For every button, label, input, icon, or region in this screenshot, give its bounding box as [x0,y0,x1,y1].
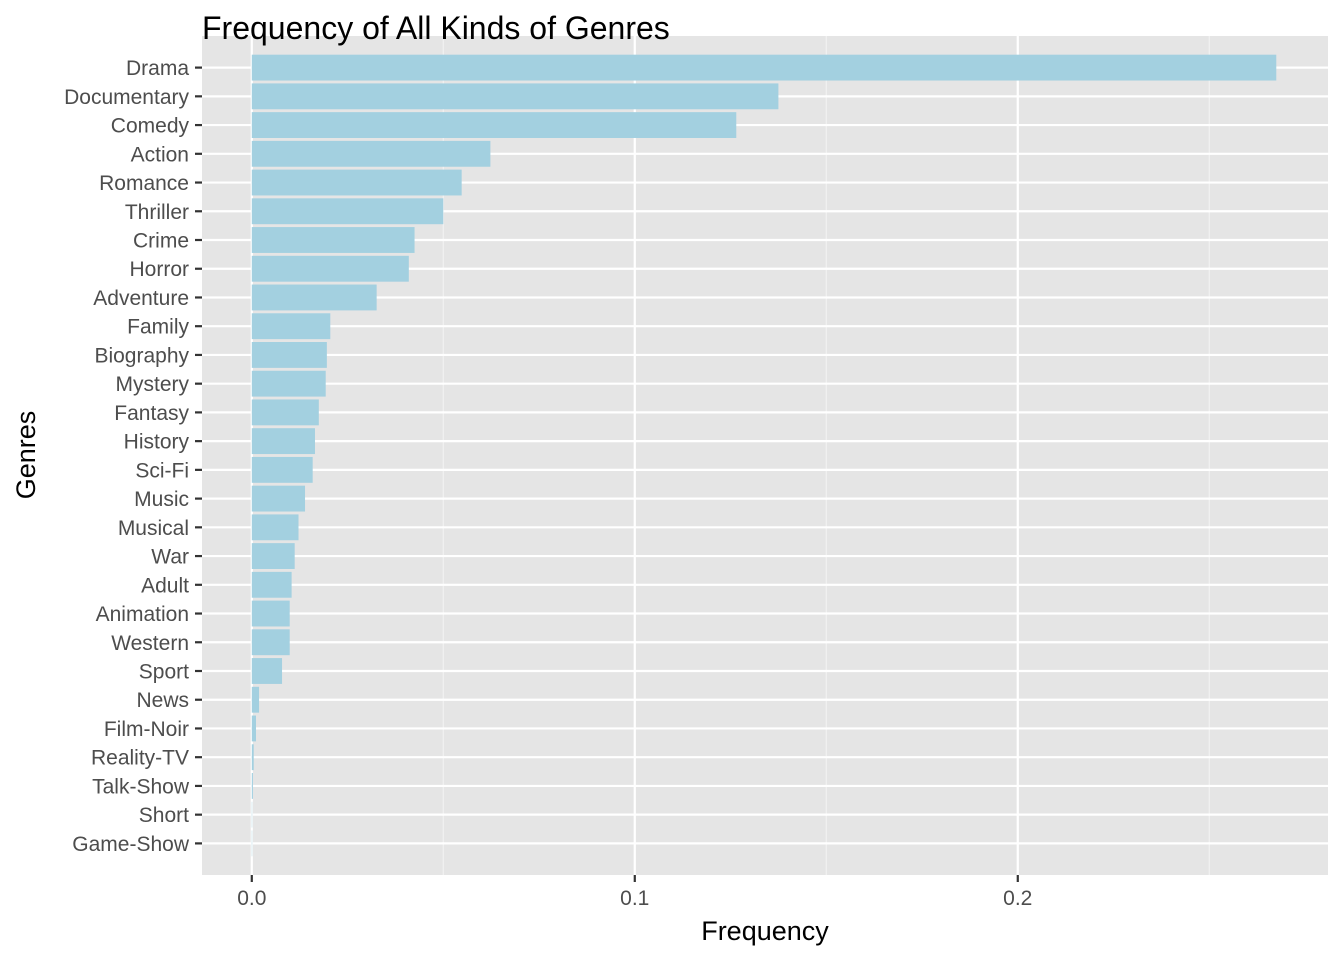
bar-sci-fi [251,456,313,483]
y-tick-label: History [124,431,190,454]
y-tick-label: News [136,689,189,712]
y-tick-label: Romance [99,172,189,195]
bar-fantasy [251,399,319,426]
y-tick-label: Sport [139,660,189,683]
bar-sport [251,658,283,684]
x-tick-label: 0.1 [620,887,649,910]
bar-crime [251,227,415,253]
y-tick-label: Film-Noir [104,718,189,741]
y-tick-label: Horror [129,258,189,281]
bar-biography [251,342,327,368]
y-tick-label: Documentary [64,86,189,109]
x-tick-label: 0.0 [237,887,266,910]
y-tick-label: Sci-Fi [135,459,189,482]
bar-news [251,686,260,713]
y-tick-label: Drama [126,57,189,80]
bar-mystery [251,370,326,397]
bars [251,54,1277,857]
chart-title: Frequency of All Kinds of Genres [202,10,670,46]
bar-family [251,313,331,340]
y-tick-label: Comedy [111,115,190,138]
y-axis: Drama Documentary Comedy Action Romance Thril… [64,57,202,856]
bar-thriller [251,198,444,225]
y-tick-label: Adult [141,574,189,597]
bar-western [251,629,290,656]
y-tick-label: Crime [133,230,189,253]
y-axis-title: Genres [11,411,41,500]
bar-musical [251,514,299,541]
y-tick-label: Fantasy [114,402,189,425]
x-axis-title: Frequency [701,916,829,946]
y-tick-label: Action [131,143,189,166]
y-tick-label: Animation [96,603,189,626]
y-tick-label: Adventure [93,287,189,310]
y-tick-label: Reality-TV [91,747,189,770]
bar-comedy [251,112,737,139]
x-tick-label: 0.2 [1003,887,1032,910]
bar-animation [251,600,290,627]
bar-history [251,428,315,455]
bar-talk-show [251,772,253,799]
bar-drama [251,54,1277,81]
y-tick-label: Western [111,632,189,655]
y-tick-label: Short [139,804,189,827]
y-tick-label: Musical [118,517,189,540]
y-tick-label: Family [127,316,189,339]
bar-film-noir [251,715,257,742]
y-tick-label: Talk-Show [92,775,190,798]
x-axis: 0.0 0.1 0.2 [237,875,1032,910]
bar-horror [251,255,409,282]
bar-adventure [251,284,377,311]
y-tick-label: War [151,546,189,569]
bar-war [251,543,295,569]
bar-romance [251,169,462,196]
y-tick-label: Game-Show [72,833,190,856]
bar-action [251,140,491,167]
y-tick-label: Mystery [116,373,190,396]
bar-music [251,485,306,512]
bar-documentary [251,83,779,110]
bar-reality-tv [251,744,254,771]
bar-adult [251,571,292,598]
y-tick-label: Biography [94,344,189,367]
y-tick-label: Music [134,488,189,511]
y-tick-label: Thriller [125,201,189,224]
